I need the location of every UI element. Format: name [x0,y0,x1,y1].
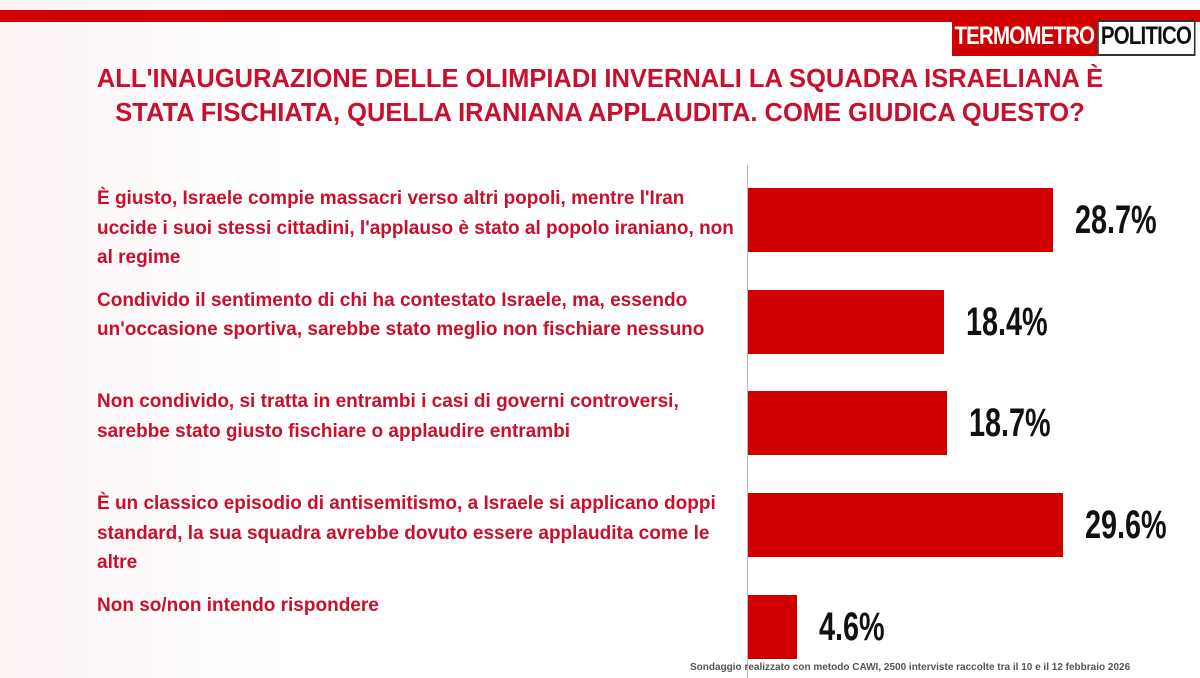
logo-left: TERMOMETRO [952,20,1097,56]
logo-right: POLITICO [1096,20,1196,56]
category-label: È giusto, Israele compie massacri verso … [97,188,734,268]
value-label: 4.6% [818,604,885,649]
category-label: Non condivido, si tratta in entrambi i c… [97,391,679,442]
category-label: È un classico episodio di antisemitismo,… [97,493,716,574]
value-label: 28.7% [1075,198,1157,242]
background-shape [0,0,280,678]
value-label: 18.7% [968,401,1051,446]
bar [748,493,1063,558]
top-bar [0,10,1200,22]
axis-line [747,165,748,678]
bar [748,188,1054,252]
chart-title: ALL'INAUGURAZIONE DELLE OLIMPIADI INVERN… [96,65,1104,127]
value-label: 18.4% [965,299,1048,344]
footnote: Sondaggio realizzato con metodo CAWI, 25… [690,662,1131,673]
value-label: 29.6% [1084,503,1167,548]
bar [748,391,947,456]
bar [748,289,944,354]
bar [748,594,797,659]
logo: TERMOMETRO POLITICO [952,20,1196,56]
category-label: Non so/non intendo rispondere [97,594,379,616]
category-label: Condivido il sentimento di chi ha contes… [97,289,705,341]
